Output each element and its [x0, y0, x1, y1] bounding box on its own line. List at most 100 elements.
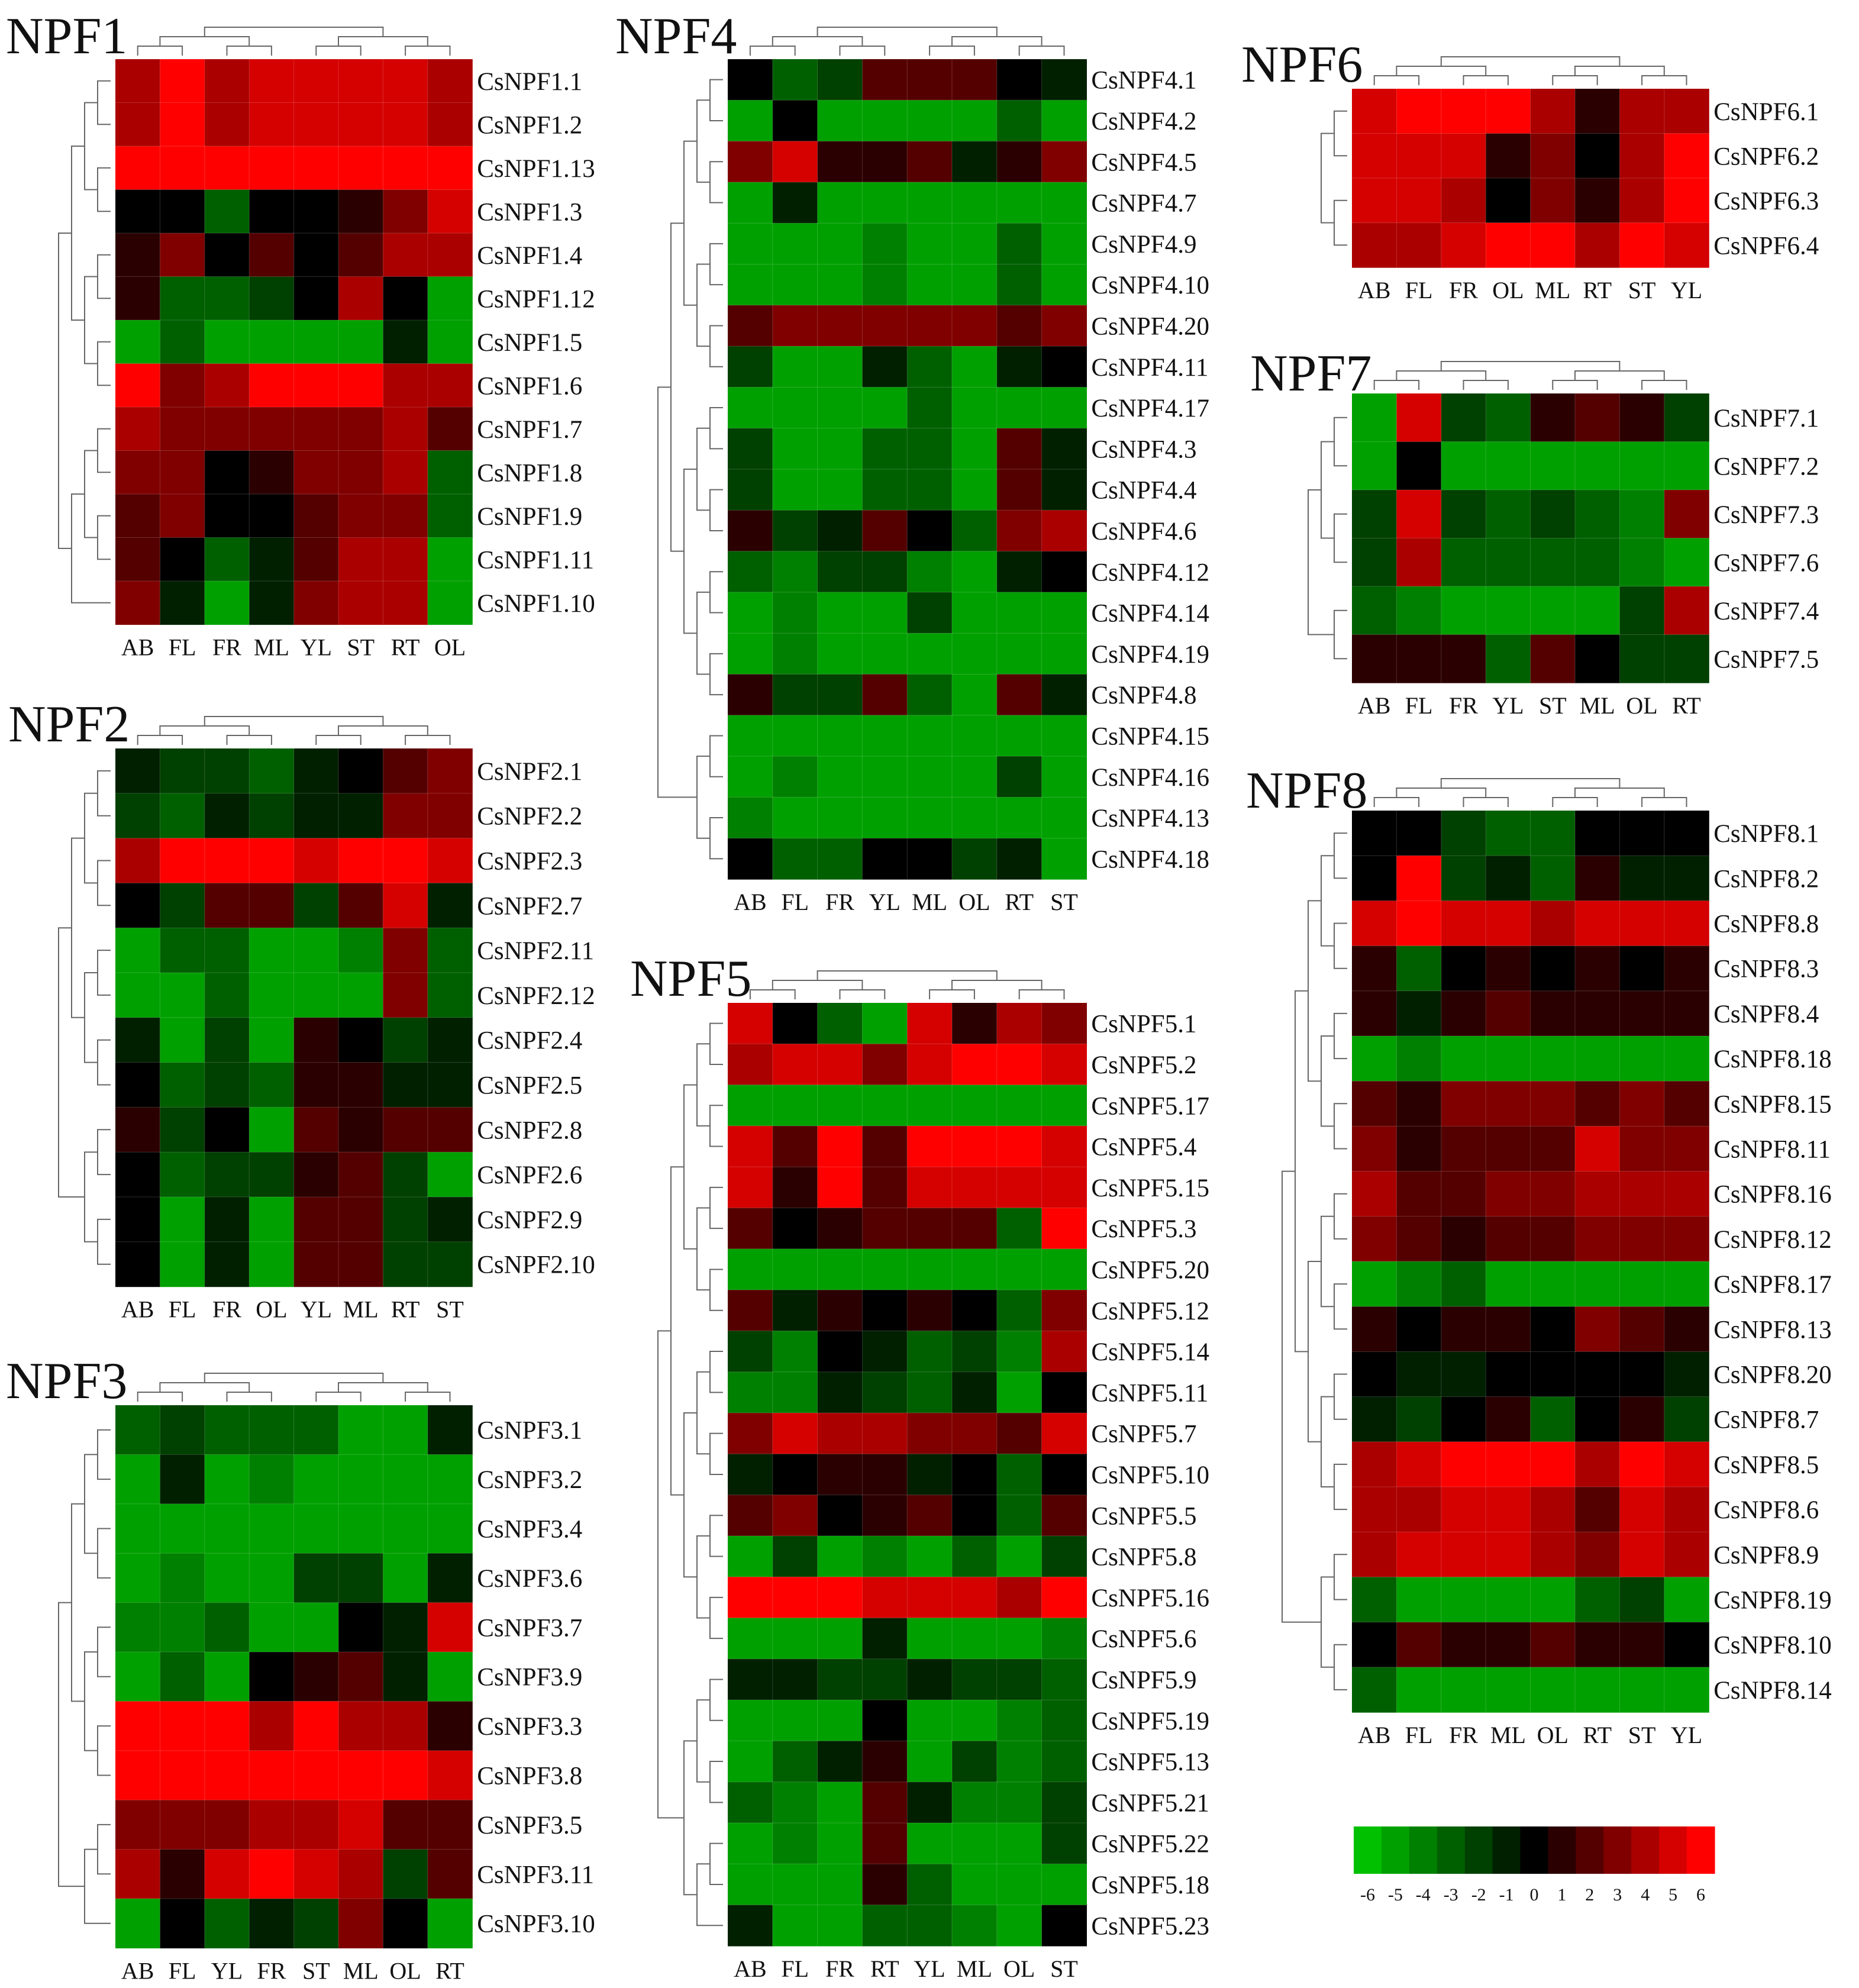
- heatmap-cell-csnpf8-18-fr: [1441, 1036, 1486, 1082]
- heatmap-cell-csnpf1-3-fl: [160, 189, 205, 234]
- heatmap-cell-csnpf4-6-st: [1041, 510, 1087, 552]
- heatmap-cell-csnpf2-4-rt: [383, 1017, 428, 1063]
- npf6-title: NPF6: [1241, 36, 1363, 93]
- heatmap-cell-csnpf4-6-fr: [817, 510, 863, 552]
- heatmap-cell-csnpf8-12-fr: [1441, 1216, 1486, 1262]
- heatmap-cell-csnpf4-17-ol: [952, 387, 998, 429]
- dendrogram-branch: [58, 927, 85, 1198]
- heatmap-cell-csnpf4-5-st: [1041, 141, 1087, 183]
- dendrogram-branch: [1334, 609, 1347, 660]
- heatmap-cell-csnpf3-7-yl: [204, 1602, 250, 1653]
- color-scale-swatch: [1576, 1826, 1604, 1874]
- heatmap-cell-csnpf8-8-yl: [1664, 901, 1709, 947]
- dendrogram-branch: [1321, 1576, 1334, 1668]
- heatmap-cell-csnpf5-9-fl: [772, 1658, 818, 1700]
- heatmap-cell-csnpf4-4-fl: [772, 469, 818, 511]
- npf5-col-label-rt: RT: [870, 1955, 899, 1982]
- heatmap-cell-csnpf4-3-st: [1041, 428, 1087, 470]
- heatmap-cell-csnpf2-6-ml: [338, 1152, 383, 1198]
- heatmap-cell-csnpf7-6-ol: [1619, 538, 1665, 587]
- dendrogram-branch: [71, 1503, 85, 1702]
- heatmap-cell-csnpf8-9-fr: [1441, 1532, 1486, 1577]
- heatmap-cell-csnpf4-20-ol: [952, 305, 998, 347]
- npf5-row-dendrogram: [657, 1022, 723, 1926]
- heatmap-cell-csnpf1-5-st: [338, 320, 383, 364]
- heatmap-cell-csnpf4-10-ab: [728, 264, 773, 306]
- dendrogram-branch: [1396, 370, 1487, 380]
- heatmap-cell-csnpf5-21-ml: [952, 1782, 998, 1824]
- row-label-csnpf1-1: CsNPF1.1: [477, 68, 582, 96]
- dendrogram-branch: [71, 146, 85, 321]
- npf1-col-dendrogram: [137, 27, 451, 56]
- heatmap-cell-csnpf8-20-ml: [1486, 1351, 1531, 1398]
- heatmap-cell-csnpf1-10-ml: [249, 581, 295, 625]
- heatmap-cell-csnpf1-13-yl: [293, 146, 339, 191]
- heatmap-cell-csnpf4-16-ab: [728, 756, 773, 798]
- heatmap-cell-csnpf6-1-st: [1619, 89, 1665, 134]
- npf5-col-label-fl: FL: [781, 1955, 809, 1982]
- heatmap-cell-csnpf5-16-st: [1041, 1577, 1087, 1619]
- heatmap-cell-csnpf8-3-yl: [1664, 945, 1709, 992]
- row-label-csnpf8-6: CsNPF8.6: [1713, 1496, 1819, 1524]
- heatmap-cell-csnpf1-8-fr: [204, 450, 250, 495]
- row-label-csnpf4-20: CsNPF4.20: [1091, 313, 1209, 341]
- heatmap-cell-csnpf1-8-ab: [115, 450, 160, 495]
- dendrogram-branch: [97, 167, 111, 212]
- heatmap-cell-csnpf5-23-yl: [907, 1905, 953, 1947]
- heatmap-cell-csnpf6-3-ol: [1486, 178, 1531, 224]
- heatmap-cell-csnpf8-19-ab: [1352, 1577, 1397, 1623]
- heatmap-cell-csnpf8-8-st: [1619, 901, 1665, 947]
- heatmap-cell-csnpf4-10-yl: [862, 264, 908, 306]
- heatmap-cell-csnpf1-8-fl: [160, 450, 205, 495]
- row-label-csnpf3-5: CsNPF3.5: [477, 1812, 582, 1839]
- heatmap-cell-csnpf5-5-fr: [817, 1495, 863, 1537]
- heatmap-cell-csnpf5-18-st: [1041, 1864, 1087, 1906]
- heatmap-cell-csnpf8-13-st: [1619, 1306, 1665, 1352]
- heatmap-cell-csnpf5-17-ml: [952, 1085, 998, 1127]
- heatmap-cell-csnpf2-3-rt: [383, 838, 428, 883]
- heatmap-cell-csnpf3-1-ab: [115, 1405, 160, 1455]
- dendrogram-branch: [1334, 1103, 1347, 1150]
- heatmap-cell-csnpf2-10-ab: [115, 1241, 160, 1287]
- npf2-col-label-st: ST: [436, 1296, 464, 1323]
- row-label-csnpf6-3: CsNPF6.3: [1713, 188, 1819, 215]
- heatmap-cell-csnpf2-10-fr: [204, 1241, 250, 1287]
- heatmap-cell-csnpf6-2-ol: [1486, 133, 1531, 179]
- heatmap-cell-csnpf5-18-fl: [772, 1864, 818, 1906]
- heatmap-cell-csnpf5-10-yl: [907, 1454, 953, 1496]
- heatmap-cell-csnpf6-1-fl: [1396, 89, 1442, 134]
- heatmap-cell-csnpf2-10-ol: [249, 1241, 295, 1287]
- row-label-csnpf5-13: CsNPF5.13: [1091, 1748, 1209, 1776]
- heatmap-cell-csnpf2-8-fr: [204, 1107, 250, 1153]
- heatmap-cell-csnpf1-1-ml: [249, 59, 295, 104]
- heatmap-cell-csnpf5-3-ol: [996, 1208, 1043, 1250]
- row-label-csnpf5-23: CsNPF5.23: [1091, 1912, 1209, 1940]
- color-scale-swatch: [1409, 1826, 1438, 1874]
- heatmap-cell-csnpf4-9-fl: [772, 223, 818, 265]
- dendrogram-branch: [1334, 199, 1347, 246]
- dendrogram-branch: [338, 36, 428, 46]
- dendrogram-branch: [670, 1166, 684, 1496]
- npf4-col-label-ab: AB: [734, 889, 767, 915]
- npf8-col-label-ol: OL: [1537, 1722, 1568, 1748]
- heatmap-cell-csnpf2-4-ol: [249, 1017, 295, 1063]
- dendrogram-branch: [204, 1373, 384, 1383]
- heatmap-cell-csnpf8-9-ab: [1352, 1532, 1397, 1577]
- heatmap-cell-csnpf7-6-yl: [1486, 538, 1531, 587]
- heatmap-cell-csnpf4-14-ol: [952, 592, 998, 634]
- npf7-col-label-st: ST: [1539, 692, 1567, 719]
- dendrogram-branch: [97, 341, 111, 386]
- row-label-csnpf4-19: CsNPF4.19: [1091, 641, 1209, 669]
- dendrogram-branch: [1440, 361, 1621, 371]
- heatmap-cell-csnpf3-1-ol: [383, 1405, 428, 1455]
- heatmap-cell-csnpf4-12-yl: [862, 551, 908, 593]
- heatmap-cell-csnpf8-4-rt: [1575, 990, 1620, 1037]
- heatmap-cell-csnpf4-5-ol: [952, 141, 998, 183]
- heatmap-cell-csnpf6-2-rt: [1575, 133, 1620, 179]
- heatmap-cell-csnpf8-14-fl: [1396, 1667, 1442, 1713]
- heatmap-cell-csnpf3-3-fr: [249, 1701, 295, 1751]
- npf8-col-label-yl: YL: [1671, 1722, 1702, 1748]
- heatmap-cell-csnpf4-20-yl: [862, 305, 908, 347]
- heatmap-cell-csnpf4-20-fr: [817, 305, 863, 347]
- dendrogram-branch: [97, 1039, 111, 1086]
